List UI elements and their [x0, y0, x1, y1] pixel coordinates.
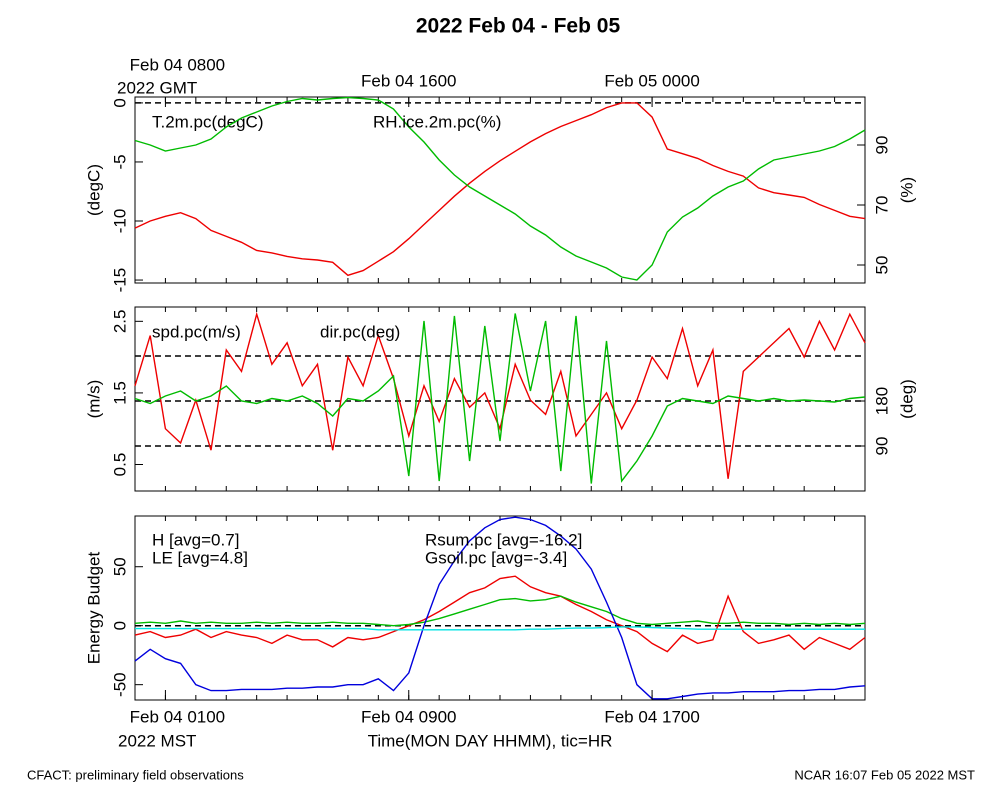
- footer-left: CFACT: preliminary field observations: [27, 767, 244, 782]
- series-line: [134, 96, 866, 281]
- y-tick-label: -15: [110, 268, 129, 293]
- legend-label: Rsum.pc [avg=-16.2]: [425, 530, 582, 549]
- y-tick-label: -10: [110, 209, 129, 234]
- y-tick-label: 0: [110, 621, 129, 630]
- x-top-tick-label: Feb 04 1600: [361, 71, 456, 90]
- series-line: [134, 595, 866, 627]
- y-tick-label: 1.5: [110, 381, 129, 405]
- legend-label: spd.pc(m/s): [152, 322, 241, 341]
- x-top-tick-label: Feb 04 0800: [130, 55, 225, 74]
- chart-title: 2022 Feb 04 - Feb 05: [416, 15, 621, 38]
- series-line: [134, 516, 866, 700]
- x-tick-label: Feb 04 0100: [130, 707, 225, 726]
- x-tick-label: Feb 04 1700: [604, 707, 699, 726]
- y-axis-label: (degC): [84, 164, 103, 216]
- y-tick-label: 0: [110, 98, 129, 107]
- legend-label: dir.pc(deg): [320, 322, 400, 341]
- x-top-label: 2022 GMT: [117, 78, 197, 97]
- legend-label: Gsoil.pc [avg=-3.4]: [425, 548, 567, 567]
- legend-label: LE [avg=4.8]: [152, 548, 248, 567]
- series-line: [135, 626, 865, 631]
- x-bottom-label: 2022 MST: [118, 731, 196, 750]
- series-line: [134, 311, 866, 479]
- footer-right: NCAR 16:07 Feb 05 2022 MST: [794, 767, 975, 782]
- x-top-tick-label: Feb 05 0000: [604, 71, 699, 90]
- y2-tick-label: 180: [872, 387, 891, 415]
- y2-tick-label: 90: [872, 437, 891, 456]
- series-line: [134, 313, 866, 484]
- series-line: [134, 575, 866, 653]
- series-line: [134, 102, 866, 277]
- y2-tick-label: 70: [872, 196, 891, 215]
- y2-tick-label: 90: [872, 136, 891, 155]
- x-tick-label: Feb 04 0900: [361, 707, 456, 726]
- y2-tick-label: 50: [872, 256, 891, 275]
- legend-label: H [avg=0.7]: [152, 530, 239, 549]
- y-tick-label: -5: [110, 154, 129, 169]
- y-tick-label: -50: [110, 672, 129, 697]
- panel-frame: [134, 306, 866, 492]
- y-axis-label: Energy Budget: [84, 551, 103, 664]
- y-tick-label: 50: [110, 557, 129, 576]
- legend-label: T.2m.pc(degC): [152, 112, 263, 131]
- y-tick-label: 0.5: [110, 453, 129, 477]
- legend-label: RH.ice.2m.pc(%): [373, 112, 501, 131]
- y-axis-label: (m/s): [84, 380, 103, 419]
- y2-axis-label: (%): [897, 177, 916, 203]
- y2-axis-label: (deg): [897, 379, 916, 419]
- x-axis-label: Time(MON DAY HHMM), tic=HR: [368, 731, 613, 750]
- y-tick-label: 2.5: [110, 309, 129, 333]
